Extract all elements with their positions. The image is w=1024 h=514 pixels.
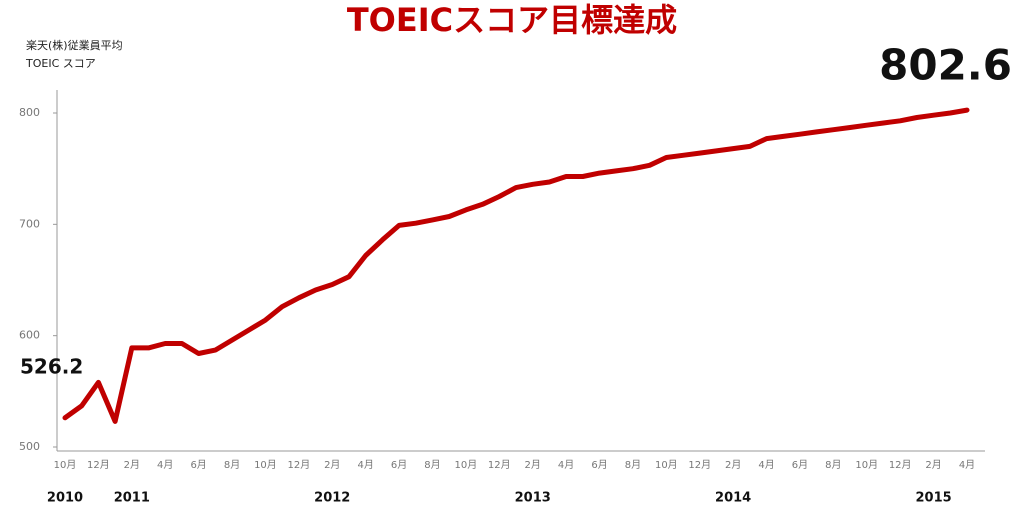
x-tick-label: 12月 xyxy=(87,459,110,471)
subtitle: TOEIC スコア xyxy=(25,57,96,70)
x-tick-label: 12月 xyxy=(488,459,511,471)
y-tick-label: 500 xyxy=(19,440,40,453)
x-tick-label: 2月 xyxy=(525,459,541,471)
x-tick-label: 10月 xyxy=(855,459,878,471)
x-tick-label: 12月 xyxy=(688,459,711,471)
year-label: 2012 xyxy=(314,491,350,506)
x-tick-label: 8月 xyxy=(825,459,841,471)
year-label: 2013 xyxy=(515,491,551,506)
chart-title: TOEICスコア目標達成 xyxy=(347,1,677,39)
year-label: 2014 xyxy=(715,491,751,506)
x-tick-label: 2月 xyxy=(725,459,741,471)
x-tick-label: 6月 xyxy=(591,459,607,471)
x-tick-label: 10月 xyxy=(455,459,478,471)
y-tick-label: 700 xyxy=(19,217,40,230)
x-tick-label: 12月 xyxy=(287,459,310,471)
y-tick-label: 800 xyxy=(19,106,40,119)
data-label: 526.2 xyxy=(20,355,83,379)
x-tick-label: 4月 xyxy=(558,459,574,471)
x-tick-label: 8月 xyxy=(424,459,440,471)
x-tick-label: 8月 xyxy=(625,459,641,471)
x-tick-label: 10月 xyxy=(655,459,678,471)
year-label: 2011 xyxy=(114,491,150,506)
year-label: 2015 xyxy=(915,491,951,506)
x-tick-label: 10月 xyxy=(54,459,77,471)
x-tick-label: 10月 xyxy=(254,459,277,471)
year-label: 2010 xyxy=(47,491,83,506)
x-tick-label: 4月 xyxy=(357,459,373,471)
y-tick-label: 600 xyxy=(19,329,40,342)
x-tick-label: 6月 xyxy=(190,459,206,471)
x-tick-label: 6月 xyxy=(391,459,407,471)
x-tick-label: 2月 xyxy=(324,459,340,471)
x-tick-label: 6月 xyxy=(792,459,808,471)
x-tick-label: 4月 xyxy=(758,459,774,471)
x-tick-label: 4月 xyxy=(959,459,975,471)
x-tick-label: 12月 xyxy=(889,459,912,471)
x-tick-label: 2月 xyxy=(124,459,140,471)
x-tick-label: 8月 xyxy=(224,459,240,471)
line-series xyxy=(62,107,970,424)
x-tick-label: 4月 xyxy=(157,459,173,471)
subtitle: 楽天(株)従業員平均 xyxy=(26,38,123,52)
data-label: 802.6 xyxy=(879,41,1012,90)
x-tick-label: 2月 xyxy=(925,459,941,471)
